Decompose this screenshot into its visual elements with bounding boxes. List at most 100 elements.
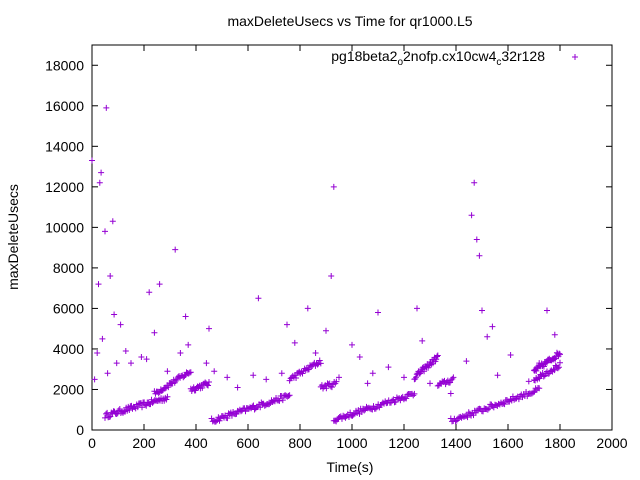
data-points	[89, 104, 563, 425]
data-point	[544, 307, 550, 314]
data-point	[419, 337, 426, 344]
data-point	[525, 378, 532, 385]
data-point	[507, 352, 514, 359]
data-point	[203, 360, 210, 367]
data-point	[540, 373, 547, 380]
data-point	[143, 402, 150, 409]
data-point	[182, 313, 189, 320]
data-point	[314, 361, 321, 368]
data-point	[550, 366, 557, 373]
data-point	[96, 179, 103, 186]
data-point	[369, 370, 376, 377]
x-tick-label: 0	[88, 435, 96, 451]
data-point	[172, 246, 179, 253]
data-point	[164, 393, 171, 400]
y-tick-label: 14000	[45, 138, 84, 154]
data-point	[401, 374, 407, 381]
x-tick-label: 2000	[596, 435, 627, 451]
x-axis-label: Time(s)	[327, 459, 374, 475]
data-point	[284, 321, 290, 328]
data-point	[463, 358, 470, 365]
data-point	[417, 370, 424, 377]
data-point	[163, 396, 170, 403]
data-point	[255, 295, 262, 302]
data-point	[356, 354, 363, 361]
data-point	[411, 390, 418, 397]
data-point	[501, 401, 508, 408]
data-point	[486, 405, 493, 412]
data-point	[449, 375, 456, 382]
data-point	[385, 364, 392, 371]
data-point	[421, 368, 428, 375]
data-point	[515, 396, 522, 403]
x-tick-label: 600	[236, 435, 260, 451]
data-point	[91, 376, 98, 383]
data-point	[117, 321, 124, 328]
data-point	[361, 407, 368, 414]
y-tick-label: 6000	[53, 300, 84, 316]
data-point	[286, 392, 293, 399]
data-point	[211, 368, 218, 375]
data-point	[106, 414, 113, 421]
data-point	[350, 411, 357, 418]
data-point	[489, 323, 496, 330]
y-tick-label: 8000	[53, 260, 84, 276]
data-point	[156, 281, 163, 288]
data-point	[557, 359, 563, 366]
data-point	[139, 404, 146, 411]
data-point	[572, 54, 578, 60]
data-point	[500, 400, 507, 407]
data-point	[113, 410, 120, 417]
data-point	[433, 356, 440, 363]
data-point	[471, 179, 478, 186]
data-point	[494, 372, 501, 379]
data-point	[326, 380, 333, 387]
data-point	[323, 327, 329, 334]
y-axis-label: maxDeleteUsecs	[5, 184, 21, 290]
data-point	[99, 335, 106, 342]
y-tick-label: 16000	[45, 98, 84, 114]
data-point	[250, 372, 257, 379]
data-point	[323, 385, 330, 392]
data-point	[336, 374, 342, 381]
data-point	[257, 404, 264, 411]
data-point	[403, 395, 410, 402]
data-point	[206, 325, 212, 332]
data-point	[107, 413, 114, 420]
data-point	[450, 374, 457, 381]
legend-label: pg18beta2o2nofp.cx10cw4c32r128	[331, 48, 545, 68]
data-point	[364, 380, 371, 387]
y-tick-label: 12000	[45, 179, 84, 195]
data-point	[102, 228, 108, 235]
data-point	[266, 401, 273, 408]
y-axis: 0 2000 4000 6000 8000 10000 12000 14000 16000 180…	[45, 57, 612, 438]
data-point	[536, 360, 543, 367]
data-point	[224, 374, 231, 381]
data-point	[328, 384, 335, 391]
data-point	[165, 384, 172, 391]
data-point	[285, 392, 292, 399]
data-point	[158, 387, 165, 394]
data-point	[473, 236, 480, 243]
data-point	[177, 350, 184, 356]
data-point	[128, 360, 134, 367]
data-point	[540, 363, 547, 370]
data-point	[213, 418, 220, 425]
x-tick-label: 800	[288, 435, 312, 451]
data-point	[305, 366, 312, 373]
data-point	[555, 364, 562, 371]
data-point	[94, 350, 101, 356]
data-point	[484, 406, 491, 413]
y-tick-label: 18000	[45, 57, 84, 73]
data-point	[242, 408, 249, 415]
data-point	[162, 385, 169, 392]
data-point	[554, 365, 561, 372]
data-point	[138, 354, 145, 361]
data-point	[304, 305, 311, 312]
data-point	[556, 350, 563, 357]
data-point	[468, 212, 475, 219]
data-point	[103, 104, 110, 111]
y-tick-label: 10000	[45, 219, 84, 235]
data-point	[328, 273, 335, 279]
